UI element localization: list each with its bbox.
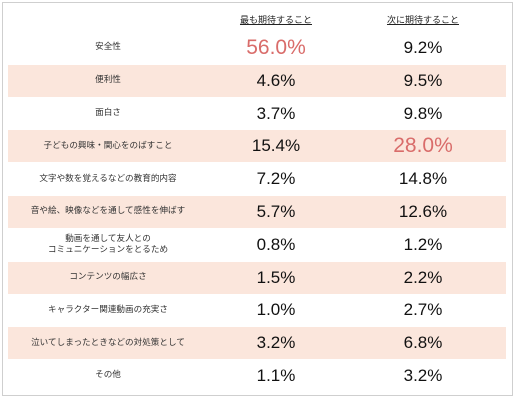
row-label: 泣いてしまったときなどの対処策として xyxy=(31,337,185,348)
value-next-expected: 1.2% xyxy=(403,234,443,254)
table-row: 面白さ 3.7% 9.8% xyxy=(8,98,506,130)
value-most-expected: 3.7% xyxy=(256,103,296,123)
value-next-expected: 6.8% xyxy=(403,333,443,353)
table-row: 泣いてしまったときなどの対処策として 3.2% 6.8% xyxy=(8,327,506,360)
value-most-expected: 1.0% xyxy=(256,300,296,320)
table-row: キャラクター関連動画の充実さ 1.0% 2.7% xyxy=(8,294,506,326)
table-row: 動画を通して友人との コミュニケーションをとるため 0.8% 1.2% xyxy=(8,229,506,261)
value-next-expected: 9.5% xyxy=(403,70,443,90)
value-next-expected: 14.8% xyxy=(398,169,448,189)
value-most-expected: 0.8% xyxy=(256,234,296,254)
row-label: キャラクター関連動画の充実さ xyxy=(48,304,168,315)
value-next-expected: 28.0% xyxy=(393,134,453,158)
value-most-expected: 7.2% xyxy=(256,169,296,189)
table-row: コンテンツの幅広さ 1.5% 2.2% xyxy=(8,261,506,294)
value-most-expected: 3.2% xyxy=(256,333,296,353)
value-most-expected: 1.5% xyxy=(256,267,296,287)
value-next-expected: 9.8% xyxy=(403,103,443,123)
table-row: 安全性 56.0% 9.2% xyxy=(8,32,506,64)
table-row: 文字や数を覚えるなどの教育的内容 7.2% 14.8% xyxy=(8,163,506,195)
value-next-expected: 2.2% xyxy=(403,267,443,287)
value-most-expected: 4.6% xyxy=(256,70,296,90)
row-label: 文字や数を覚えるなどの教育的内容 xyxy=(39,173,177,184)
table-row: 音や絵、映像などを通して感性を伸ばす 5.7% 12.6% xyxy=(8,196,506,228)
column-header-next-expected: 次に期待すること xyxy=(386,16,459,26)
row-label: 安全性 xyxy=(95,42,121,53)
table-row: 子どもの興味・関心をのばすこと 15.4% 28.0% xyxy=(8,130,506,163)
table-row: その他 1.1% 3.2% xyxy=(8,360,506,392)
column-header-most-expected: 最も期待すること xyxy=(239,16,312,26)
value-most-expected: 5.7% xyxy=(256,202,296,221)
row-label: その他 xyxy=(95,370,121,381)
value-next-expected: 3.2% xyxy=(403,366,443,385)
row-label: 面白さ xyxy=(95,108,121,118)
row-label: 動画を通して友人との コミュニケーションをとるため xyxy=(47,233,169,255)
row-label: コンテンツの幅広さ xyxy=(69,272,147,282)
value-next-expected: 2.7% xyxy=(403,300,443,320)
value-most-expected: 56.0% xyxy=(246,36,306,59)
value-next-expected: 12.6% xyxy=(398,202,448,221)
value-next-expected: 9.2% xyxy=(403,38,443,57)
row-label: 音や絵、映像などを通して感性を伸ばす xyxy=(30,206,186,217)
table-row: 便利性 4.6% 9.5% xyxy=(8,64,506,97)
row-label: 便利性 xyxy=(95,75,121,86)
value-most-expected: 1.1% xyxy=(256,366,296,385)
row-label: 子どもの興味・関心をのばすこと xyxy=(43,140,173,151)
value-most-expected: 15.4% xyxy=(251,136,301,156)
